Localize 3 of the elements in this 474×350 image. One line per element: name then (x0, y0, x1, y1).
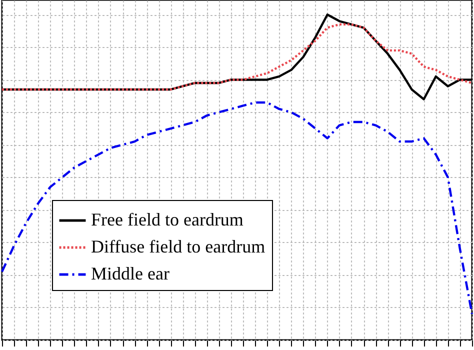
legend-label: Middle ear (91, 264, 170, 284)
legend-label: Diffuse field to eardrum (91, 236, 266, 256)
legend-label: Free field to eardrum (91, 210, 244, 230)
